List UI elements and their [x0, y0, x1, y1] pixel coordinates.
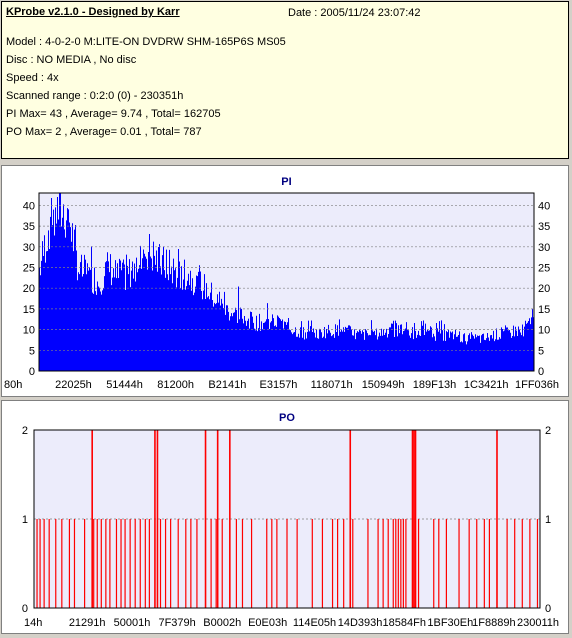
po-x-tick-label: 14h: [24, 617, 42, 629]
po-chart: PO 0 0 1 1 2 2 14h 21291h 50001h 7F379h B0002h E0E03…: [22, 412, 559, 629]
po-y-tick-label-right: 0: [545, 603, 551, 615]
po-x-tick-label: 18584Fh: [383, 617, 426, 629]
disc-info-panel: KProbe v2.1.0 - Designed by Karr Date : …: [1, 1, 569, 159]
pi-y-tick-label-left: 5: [29, 345, 35, 357]
po-x-tick-label: 114E05h: [293, 617, 336, 629]
pi-x-tick-label: 1C3421h: [464, 379, 509, 391]
scanned-range: Scanned range : 0:2:0 (0) - 230351h: [6, 90, 184, 102]
po-x-tick-label: 1BF30Eh: [427, 617, 473, 629]
pi-x-tick-label: E3157h: [260, 379, 298, 391]
pi-x-tick-label: 22025h: [55, 379, 92, 391]
po-y-tick-label-left: 1: [22, 514, 28, 526]
po-chart-panel: PO 0 0 1 1 2 2 14h 21291h 50001h 7F379h B0002h E0E03…: [1, 400, 569, 634]
pi-x-tick-label: 189F13h: [413, 379, 456, 391]
pi-plot-border: [38, 192, 535, 372]
drive-model: Model : 4-0-2-0 M:LITE-ON DVDRW SHM-165P…: [6, 36, 286, 48]
po-chart-title: PO: [279, 412, 295, 424]
pi-y-tick-label-left: 35: [23, 221, 35, 233]
po-y-tick-label-left: 2: [22, 425, 28, 437]
pi-x-tick-label: B2141h: [208, 379, 246, 391]
pi-y-tick-label-right: 20: [538, 283, 550, 295]
po-x-tick-label: 50001h: [114, 617, 151, 629]
po-plot-border: [33, 429, 541, 609]
pi-x-tick-label: 51444h: [106, 379, 143, 391]
pi-y-tick-label-right: 10: [538, 325, 550, 337]
pi-x-tick-label: 80h: [4, 379, 22, 391]
pi-y-tick-label-left: 10: [23, 325, 35, 337]
pi-y-tick-label-right: 35: [538, 221, 550, 233]
pi-y-tick-label-left: 40: [23, 200, 35, 212]
pi-y-tick-label-right: 40: [538, 200, 550, 212]
app-title: KProbe v2.1.0 - Designed by Karr: [6, 6, 180, 18]
po-summary: PO Max= 2 , Average= 0.01 , Total= 787: [6, 126, 202, 138]
pi-x-tick-label: 81200h: [157, 379, 194, 391]
pi-y-tick-label-left: 0: [29, 366, 35, 378]
po-x-tick-label: 1F8889h: [472, 617, 515, 629]
po-x-tick-label: B0002h: [203, 617, 241, 629]
po-y-tick-label-right: 1: [545, 514, 551, 526]
scan-speed: Speed : 4x: [6, 72, 59, 84]
pi-y-tick-label-right: 30: [538, 242, 550, 254]
po-x-tick-label: E0E03h: [248, 617, 287, 629]
scan-date: Date : 2005/11/24 23:07:42: [288, 7, 421, 19]
po-x-tick-label: 14D393h: [338, 617, 383, 629]
pi-chart-title: PI: [281, 176, 291, 188]
pi-x-tick-label: 150949h: [362, 379, 405, 391]
po-x-tick-label: 7F379h: [158, 617, 195, 629]
pi-x-tick-label: 118071h: [311, 379, 353, 391]
po-x-tick-label: 230011h: [517, 617, 559, 629]
pi-y-tick-label-right: 5: [538, 345, 544, 357]
pi-y-tick-label-right: 0: [538, 366, 544, 378]
po-y-tick-label-left: 0: [22, 603, 28, 615]
pi-summary: PI Max= 43 , Average= 9.74 , Total= 1627…: [6, 108, 221, 120]
pi-chart-panel: PI 0 0 5 5 10 10 15 15 20 20 25 25 30 30 35 35 40 40 80h 220…: [1, 165, 569, 397]
disc-type: Disc : NO MEDIA , No disc: [6, 54, 137, 66]
po-y-tick-label-right: 2: [545, 425, 551, 437]
pi-y-tick-label-left: 25: [23, 263, 35, 275]
pi-y-tick-label-left: 20: [23, 283, 35, 295]
pi-y-tick-label-right: 25: [538, 263, 550, 275]
pi-y-tick-label-left: 15: [23, 304, 35, 316]
pi-x-tick-label: 1FF036h: [515, 379, 559, 391]
po-x-tick-label: 21291h: [69, 617, 106, 629]
pi-y-tick-label-right: 15: [538, 304, 550, 316]
pi-chart: PI 0 0 5 5 10 10 15 15 20 20 25 25 30 30 35 35 40 40 80h 220…: [4, 176, 559, 391]
pi-y-tick-label-left: 30: [23, 242, 35, 254]
